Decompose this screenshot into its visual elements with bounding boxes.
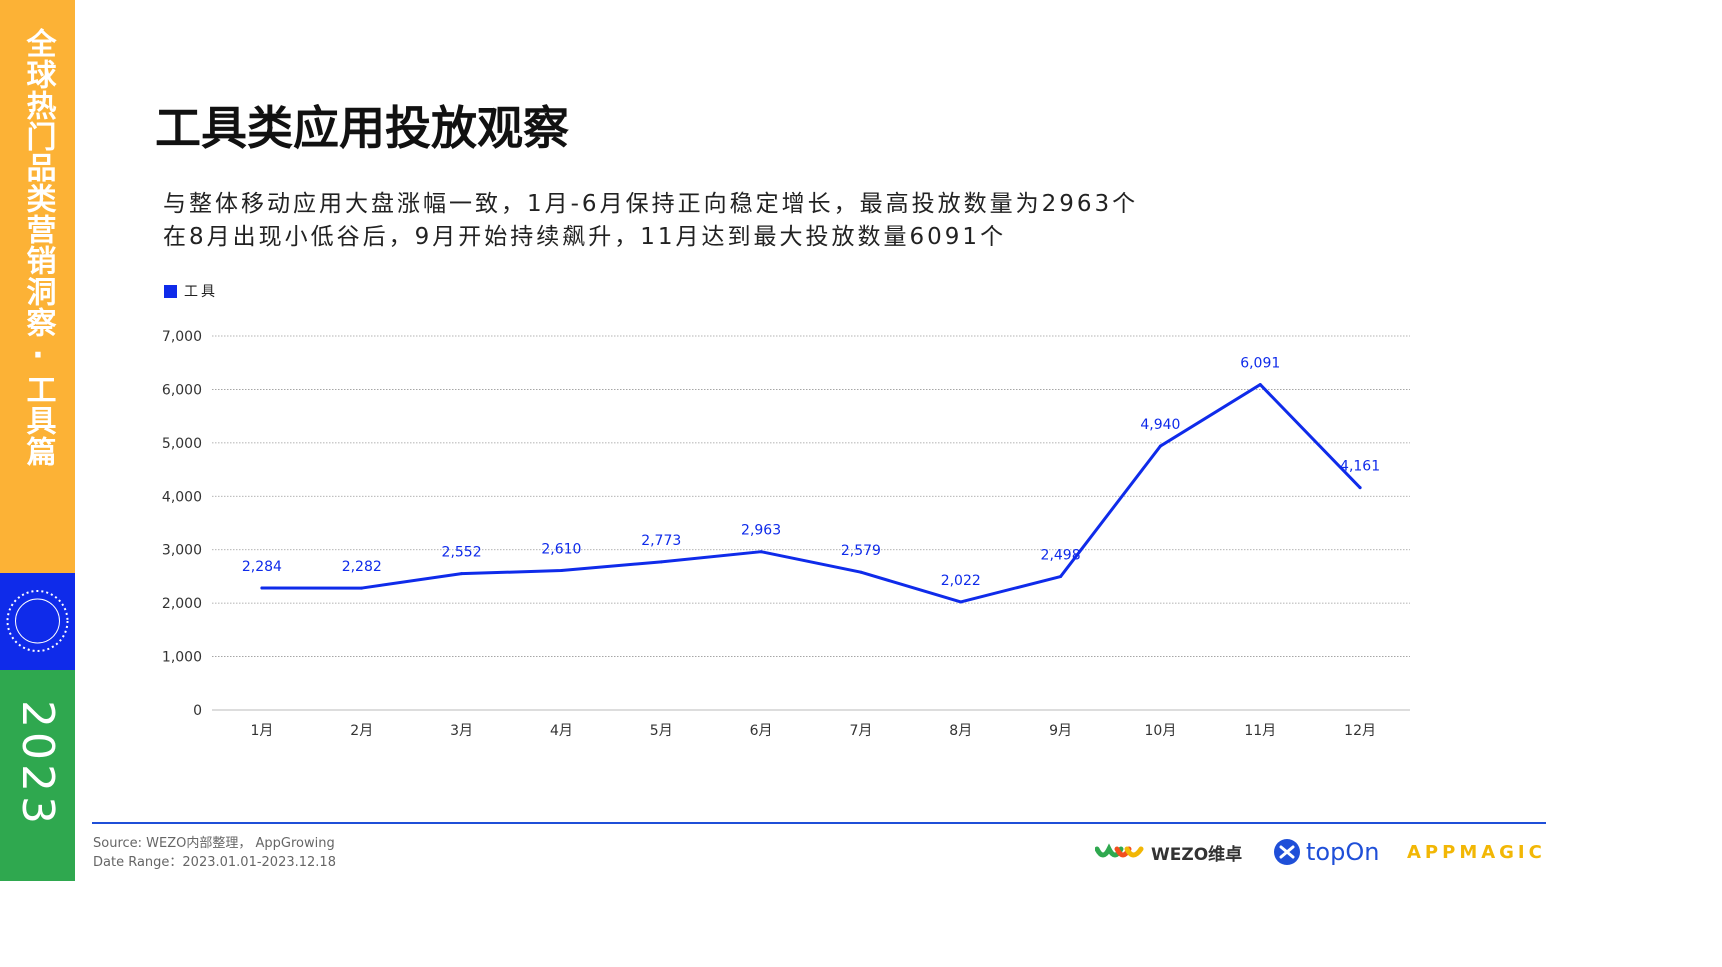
topon-logo-text: topOn — [1306, 838, 1380, 866]
sidebar-title: 全球热门品类营销洞察·工具篇 — [20, 28, 56, 467]
y-tick-label: 6,000 — [162, 382, 202, 398]
appmagic-logo: APPMAGIC — [1407, 841, 1546, 863]
y-tick-label: 0 — [193, 703, 202, 719]
data-point — [1258, 383, 1262, 387]
x-tick-label: 11月 — [1244, 723, 1276, 739]
x-tick-label: 2月 — [350, 723, 373, 739]
data-point — [460, 572, 464, 576]
sidebar-year-band — [0, 670, 75, 881]
data-point — [859, 570, 863, 574]
data-point — [260, 586, 264, 590]
sidebar-year: 2023 — [12, 700, 63, 828]
data-label: 2,579 — [841, 543, 881, 559]
sidebar-band — [0, 0, 75, 573]
data-point — [759, 550, 763, 554]
subtitle-line-1: 与整体移动应用大盘涨幅一致，1月-6月保持正向稳定增长，最高投放数量为2963个 — [163, 191, 1139, 217]
x-tick-label: 4月 — [550, 723, 573, 739]
data-point — [1358, 486, 1362, 490]
y-tick-label: 1,000 — [162, 650, 202, 666]
data-label: 2,282 — [342, 559, 382, 575]
data-point — [360, 586, 364, 590]
data-point — [959, 600, 963, 604]
x-tick-label: 12月 — [1344, 723, 1376, 739]
footer-divider — [92, 822, 1546, 824]
y-tick-label: 5,000 — [162, 436, 202, 452]
x-tick-label: 5月 — [650, 723, 673, 739]
page-title: 工具类应用投放观察 — [155, 101, 569, 155]
x-tick-label: 1月 — [250, 723, 273, 739]
data-label: 2,022 — [941, 573, 981, 589]
y-tick-label: 7,000 — [162, 329, 202, 345]
data-label: 2,552 — [442, 545, 482, 561]
data-label: 2,498 — [1041, 548, 1081, 564]
y-tick-label: 3,000 — [162, 543, 202, 559]
data-point — [659, 560, 663, 564]
topon-logo: topOn — [1272, 836, 1379, 868]
legend-label: 工具 — [184, 284, 218, 300]
data-label: 2,963 — [741, 523, 781, 539]
x-tick-label: 6月 — [750, 723, 773, 739]
series-line — [260, 383, 1362, 604]
date-range-text: Date Range：2023.01.01-2023.12.18 — [93, 855, 336, 870]
topon-logo-icon — [1274, 839, 1300, 865]
data-label: 2,610 — [541, 542, 581, 558]
y-tick-label: 4,000 — [162, 489, 202, 505]
data-label: 2,284 — [242, 559, 282, 575]
data-label: 6,091 — [1240, 356, 1280, 372]
chart-legend: 工具 — [164, 281, 218, 301]
line-chart: 0 1,000 2,000 3,000 4,000 5,000 6,000 7,000 1月 2月… — [162, 329, 1410, 739]
source-text: Source: WEZO内部整理， AppGrowing — [93, 836, 335, 851]
data-label: 4,940 — [1140, 417, 1180, 433]
data-label: 2,773 — [641, 533, 681, 549]
data-point — [559, 569, 563, 573]
wezo-logo-text: WEZO维卓 — [1151, 844, 1243, 865]
data-point — [1059, 575, 1063, 579]
wezo-logo: WEZO维卓 — [1095, 836, 1242, 868]
wezo-logo-icon — [1095, 843, 1144, 858]
data-point — [1158, 444, 1162, 448]
y-tick-label: 2,000 — [162, 596, 202, 612]
sidebar-badge — [0, 573, 75, 670]
x-tick-label: 8月 — [949, 723, 972, 739]
x-tick-label: 7月 — [849, 723, 872, 739]
subtitle-line-2: 在8月出现小低谷后，9月开始持续飙升，11月达到最大投放数量6091个 — [163, 224, 1007, 250]
x-tick-label: 9月 — [1049, 723, 1072, 739]
x-tick-label: 3月 — [450, 723, 473, 739]
legend-swatch — [164, 284, 177, 298]
data-label: 4,161 — [1340, 459, 1380, 475]
x-tick-label: 10月 — [1145, 723, 1177, 739]
